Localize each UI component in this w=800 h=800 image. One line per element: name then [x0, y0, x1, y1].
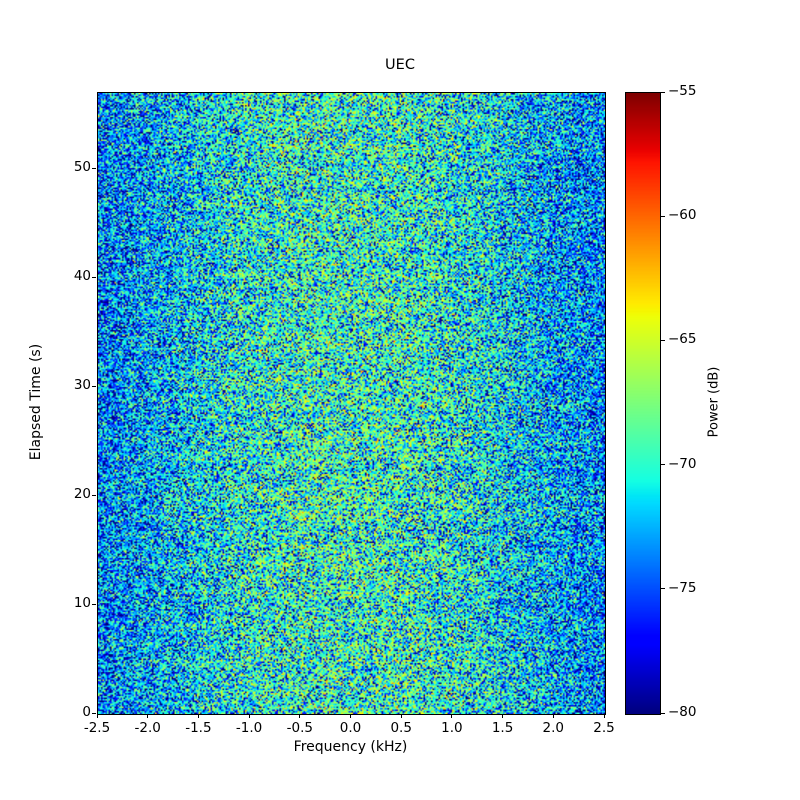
x-tick	[147, 714, 149, 718]
spectrogram-plot-area	[97, 92, 606, 715]
y-tick	[92, 385, 96, 387]
x-tick-label: 0.5	[390, 720, 412, 736]
y-tick-label: 50	[73, 159, 91, 176]
x-tick-label: -1.0	[235, 720, 263, 736]
x-tick-label: 1.0	[441, 720, 463, 736]
colorbar-tick-label: −65	[668, 331, 697, 348]
x-tick	[603, 714, 605, 718]
x-tick	[451, 714, 453, 718]
title-line-station: UEC	[385, 56, 415, 73]
y-tick-label: 10	[73, 595, 91, 612]
x-axis-label: Frequency (kHz)	[293, 739, 408, 755]
y-tick	[92, 494, 96, 496]
colorbar-tick-label: −70	[668, 455, 697, 472]
x-tick-label: -0.5	[286, 720, 313, 736]
x-tick	[350, 714, 352, 718]
y-tick	[92, 167, 96, 169]
x-tick	[197, 714, 199, 718]
colorbar-tick	[661, 339, 665, 341]
colorbar-tick	[661, 464, 665, 466]
x-tick	[552, 714, 554, 718]
x-tick-label: 0.0	[339, 720, 362, 736]
colorbar-tick	[661, 588, 665, 590]
y-tick-label: 30	[73, 377, 91, 394]
x-tick-label: 1.5	[491, 720, 514, 736]
x-tick	[502, 714, 504, 718]
x-tick-label: -2.0	[134, 720, 161, 736]
x-tick	[400, 714, 402, 718]
x-tick-label: 2.0	[542, 720, 565, 736]
y-tick-label: 40	[73, 268, 91, 285]
y-tick	[92, 276, 96, 278]
colorbar-tick-label: −60	[668, 207, 697, 224]
colorbar-label: Power (dB)	[706, 366, 722, 438]
y-tick-label: 0	[82, 704, 91, 720]
colorbar-tick	[661, 712, 665, 714]
colorbar-tick	[661, 91, 665, 93]
y-tick-label: 20	[73, 486, 91, 503]
colorbar-gradient	[626, 93, 660, 714]
colorbar	[625, 92, 661, 715]
x-tick-label: -2.5	[83, 720, 111, 736]
colorbar-tick	[661, 215, 665, 217]
colorbar-tick-label: −75	[668, 579, 697, 596]
y-tick	[92, 603, 96, 605]
x-tick	[96, 714, 98, 718]
colorbar-tick-label: −80	[668, 704, 697, 720]
spectrogram-image	[98, 93, 605, 714]
x-tick-label: -1.5	[185, 720, 212, 736]
y-tick	[92, 712, 96, 714]
y-axis-label: Elapsed Time (s)	[28, 343, 44, 461]
x-tick-label: 2.5	[593, 720, 615, 736]
x-tick	[299, 714, 301, 718]
colorbar-tick-label: −55	[668, 83, 697, 99]
x-tick	[248, 714, 250, 718]
